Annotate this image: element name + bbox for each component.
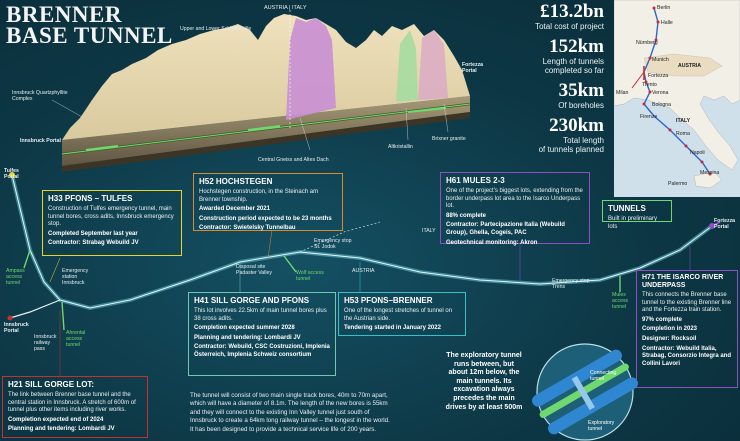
brixner-granite-zone xyxy=(418,30,448,100)
stats-column: £13.2bn Total cost of project 152km Leng… xyxy=(500,1,604,155)
schieferhulle-label: Upper and Lower Schieferhülle xyxy=(180,26,252,32)
route-austria-label: AUSTRIA xyxy=(352,268,375,274)
box-h53: H53 PFONS–BRENNER One of the longest str… xyxy=(338,292,466,336)
map-label-messina: Messina xyxy=(700,170,720,176)
box-h33: H33 PFONS – TULFES Construction of Tulfe… xyxy=(42,190,182,256)
fortezza-portal-profile-label: Fortezza Portal xyxy=(462,62,484,74)
mules-access-label: Mules access tunnel xyxy=(612,292,629,310)
map-label-napoli: Napoli xyxy=(690,150,705,156)
altkristallin-zone xyxy=(396,30,418,102)
box-tunnels: TUNNELS Built in preliminary lots xyxy=(602,200,672,230)
map-label-halle: Halle xyxy=(661,20,673,26)
map-label-palermo: Palermo xyxy=(668,181,688,187)
fortezza-portal-marker xyxy=(709,223,715,229)
location-map xyxy=(614,0,740,197)
stat-cost: £13.2bn Total cost of project xyxy=(535,1,604,32)
connecting-tunnel-label: Connecting tunnel xyxy=(590,370,617,382)
ahrental-label: Ahrental access tunnel xyxy=(66,330,86,348)
innsbruck-portal-profile-label: Innsbruck Portal xyxy=(20,138,61,144)
disposal-site-label: Disposal site Padaster Valley xyxy=(236,264,272,276)
profile-base xyxy=(62,96,470,166)
tulfes-portal-label: Tulfes Portal xyxy=(4,168,19,180)
stat-boreholes: 35km Of boreholes xyxy=(558,80,604,111)
innsbruck-portal-label: Innsbruck Portal xyxy=(4,322,29,334)
exploratory-tunnel-label: Exploratory tunnel xyxy=(588,420,615,432)
map-label-nurnberg: Nürnberg xyxy=(636,40,658,46)
map-drawing xyxy=(614,0,740,197)
stat-completed: 152km Length of tunnels completed so far xyxy=(542,36,604,76)
brixner-label: Brixner granite xyxy=(432,136,466,142)
innsbruck-portal-marker xyxy=(7,315,13,321)
route-italy-label: ITALY xyxy=(422,228,436,234)
box-h41: H41 SILL GORGE AND PFONS This lot involv… xyxy=(188,292,336,376)
map-label-trento: Trento xyxy=(642,82,657,88)
map-label-bologna: Bologna xyxy=(652,102,672,108)
map-label-verona: Verona xyxy=(652,90,669,96)
box-h21: H21 SILL GORGE LOT: The link between Bre… xyxy=(2,376,148,438)
box-h52: H52 HOCHSTEGEN Hochstegen construction, … xyxy=(193,173,343,231)
map-label-italy: ITALY xyxy=(676,118,691,124)
box-h71: H71 THE ISARCO RIVER UNDERPASS This conn… xyxy=(636,270,738,388)
altkristallin-label: Altkristallin xyxy=(388,144,413,150)
bottom-note: The tunnel will consist of two main sing… xyxy=(190,392,390,433)
emergency-stjodok-label: Emergency stop St. Jodok xyxy=(314,238,352,250)
wolf-access-label: Wolf access tunnel xyxy=(296,270,324,282)
map-label-milan: Milan xyxy=(616,90,629,96)
tulfes-portal-marker xyxy=(9,172,15,178)
map-label-austria: AUSTRIA xyxy=(678,63,702,69)
profile-mountains xyxy=(62,14,470,140)
map-label-berlin: Berlin xyxy=(657,5,671,11)
emergency-innsbruck-label: Emergency station Innsbruck xyxy=(62,268,89,286)
box-h61: H61 MULES 2-3 One of the project's bigge… xyxy=(440,172,590,246)
quartzphyllite-label: Innsbruck Quartzphyllite Complex xyxy=(12,90,68,102)
map-label-fortezza: Fortezza xyxy=(648,73,669,79)
ampass-label: Ampass access tunnel xyxy=(6,268,25,286)
border-label: AUSTRIA | ITALY xyxy=(264,5,307,11)
innsbruck-railway-label: Innsbruck railway pass xyxy=(34,334,57,352)
tunnel-illustration xyxy=(532,343,638,441)
stat-total: 230km Total length of tunnels planned xyxy=(538,115,604,155)
page-title: BRENNER BASE TUNNEL xyxy=(6,2,173,48)
emergency-trens-label: Emergency stop Trens xyxy=(552,278,590,290)
fortezza-portal-label: Fortezza Portal xyxy=(714,218,736,230)
geological-profile xyxy=(51,10,471,172)
map-label-roma: Roma xyxy=(676,131,690,137)
central-gneiss-label: Central Gneiss and Altes Dach xyxy=(258,157,329,163)
central-gneiss-zone xyxy=(286,18,336,120)
exploratory-text: The exploratory tunnel runs between, but… xyxy=(445,352,523,411)
map-label-firenze: Firenze xyxy=(640,114,658,120)
map-label-munich: Munich xyxy=(652,57,669,63)
